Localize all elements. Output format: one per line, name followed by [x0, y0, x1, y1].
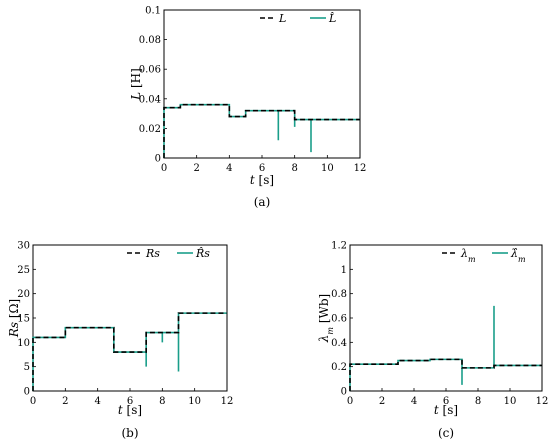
x-tick-label: 4 [94, 396, 100, 407]
x-tick-label: 6 [443, 396, 449, 407]
panel-caption: (c) [438, 426, 454, 440]
y-tick-label: 0.4 [331, 338, 347, 349]
y-tick-label: 25 [17, 265, 30, 276]
y-tick-label: 15 [17, 314, 30, 325]
x-tick-label: 8 [475, 396, 481, 407]
y-tick-label: 1 [341, 265, 347, 276]
x-tick-label: 12 [221, 396, 234, 407]
y-tick-label: 0.02 [139, 124, 161, 135]
series-line-actual [163, 103, 360, 158]
chart-panel-2: 0 2 4 6 8 10 12 0 5 10 15 20 25 30 t [s] Rs [Ω] (b) Rs R̂s [7, 241, 233, 441]
x-tick-label: 2 [193, 163, 199, 174]
x-tick-label: 12 [536, 396, 549, 407]
series-line-estimate [349, 305, 542, 391]
panel-caption: (a) [254, 195, 271, 209]
plot-area [32, 244, 228, 392]
legend-entry: L [278, 12, 286, 25]
y-tick-label: 0 [341, 387, 347, 398]
x-axis-label: t [s] [250, 173, 274, 187]
x-tick-label: 8 [159, 396, 165, 407]
series-line-estimate [163, 103, 360, 158]
legend-entry: R̂s [195, 247, 210, 260]
x-tick-label: 2 [379, 396, 385, 407]
y-tick-label: 5 [24, 362, 30, 373]
series-line-actual [349, 358, 542, 391]
chart-panel-1: 0 2 4 6 8 10 12 0 0.02 0.04 0.06 0.08 0.1 t [s] L [H] (… [129, 6, 366, 210]
y-tick-label: 0 [24, 387, 30, 398]
legend-entry: L̂ [328, 12, 336, 25]
series-line-actual [32, 312, 227, 391]
x-tick-label: 10 [504, 396, 517, 407]
x-tick-label: 10 [321, 163, 334, 174]
legend-entry: λm [460, 247, 476, 264]
x-tick-label: 12 [354, 163, 367, 174]
y-tick-label: 0.8 [331, 289, 347, 300]
x-tick-label: 6 [127, 396, 133, 407]
x-tick-label: 6 [259, 163, 265, 174]
y-tick-label: 0.06 [139, 65, 161, 76]
x-axis-label: t [s] [118, 403, 142, 417]
x-tick-label: 8 [291, 163, 297, 174]
x-tick-label: 10 [188, 396, 201, 407]
y-tick-label: 0.2 [331, 362, 347, 373]
y-axis-label: Rs [Ω] [7, 299, 21, 338]
y-tick-label: 0.6 [331, 314, 347, 325]
plot-area [163, 9, 361, 159]
x-tick-label: 4 [226, 163, 232, 174]
x-axis-label: t [s] [434, 403, 458, 417]
plot-area [349, 244, 543, 392]
legend-entry: Rs [145, 247, 160, 260]
y-tick-label: 10 [17, 338, 30, 349]
y-axis-label: λm [Wb] [317, 294, 335, 343]
panel-caption: (b) [121, 426, 138, 440]
y-tick-label: 20 [17, 289, 30, 300]
legend-entry: λ̂m [510, 247, 526, 264]
y-tick-label: 0.04 [139, 94, 161, 105]
x-tick-label: 2 [62, 396, 68, 407]
chart-panel-3: 0 2 4 6 8 10 12 0 0.2 0.4 0.6 0.8 1 1.2 t [s] λm [Wb] (c… [317, 241, 548, 441]
y-tick-label: 1.2 [331, 241, 347, 252]
y-tick-label: 30 [17, 241, 30, 252]
y-tick-label: 0.1 [145, 6, 161, 17]
y-tick-label: 0.08 [139, 35, 161, 46]
x-tick-label: 0 [347, 396, 353, 407]
y-tick-label: 0 [155, 154, 161, 165]
y-axis-label: L [H] [129, 68, 143, 101]
x-tick-label: 0 [161, 163, 167, 174]
x-tick-label: 4 [411, 396, 417, 407]
x-tick-label: 0 [30, 396, 36, 407]
